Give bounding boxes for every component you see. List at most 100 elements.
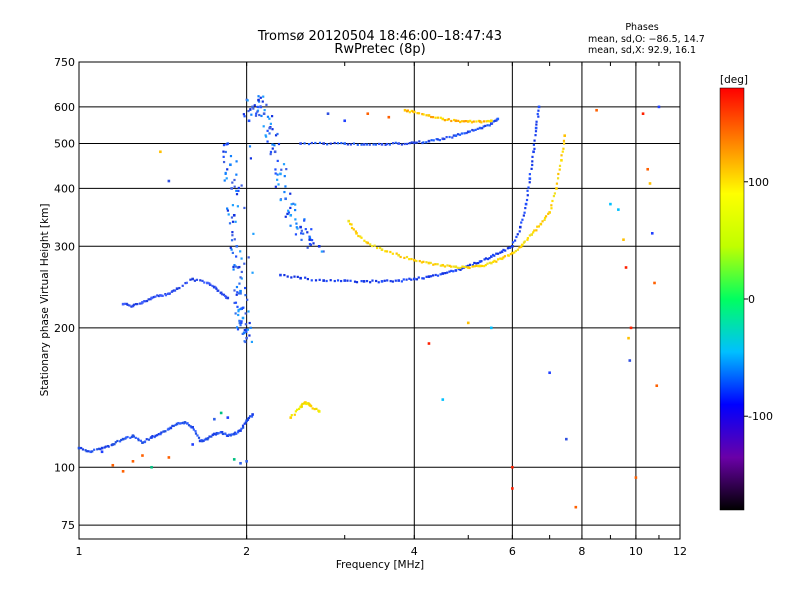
data-point	[532, 231, 535, 234]
data-point	[518, 230, 521, 233]
data-point	[147, 438, 151, 441]
data-point	[265, 103, 268, 106]
data-point	[391, 280, 394, 283]
data-point	[595, 108, 598, 112]
data-point	[415, 141, 418, 144]
data-point	[243, 340, 246, 343]
data-point	[302, 232, 305, 235]
data-point	[266, 129, 269, 132]
data-point	[430, 115, 433, 119]
data-point	[268, 117, 271, 120]
data-point	[447, 118, 450, 121]
data-point	[139, 439, 142, 442]
data-point	[629, 326, 633, 330]
data-point	[478, 260, 482, 263]
data-point	[232, 432, 236, 436]
data-point	[410, 257, 413, 261]
data-point	[296, 227, 299, 230]
data-point	[199, 279, 202, 282]
data-point	[241, 424, 245, 427]
data-point	[561, 150, 564, 153]
data-point	[452, 134, 455, 137]
data-point	[113, 443, 116, 446]
data-point	[256, 110, 259, 113]
data-point	[417, 276, 420, 279]
data-point	[224, 150, 227, 154]
data-point	[279, 273, 282, 277]
data-point	[157, 433, 160, 436]
data-point	[301, 402, 304, 406]
data-point	[534, 126, 538, 130]
data-point	[531, 163, 534, 167]
data-point	[96, 448, 99, 451]
data-point	[222, 293, 226, 296]
data-point	[329, 142, 332, 145]
data-point	[320, 250, 323, 253]
data-point	[574, 505, 578, 509]
data-point	[285, 168, 288, 171]
data-point	[129, 436, 132, 439]
data-point	[412, 277, 416, 281]
series-f2-trace-o-	[279, 105, 541, 284]
data-point	[528, 234, 531, 237]
data-point	[533, 139, 536, 142]
data-point	[415, 278, 419, 281]
data-point	[526, 194, 529, 197]
data-point	[201, 440, 204, 443]
data-point	[276, 173, 279, 176]
data-point	[511, 251, 514, 255]
data-point	[295, 226, 298, 229]
data-point	[235, 285, 239, 289]
data-point	[181, 284, 184, 287]
data-point	[472, 120, 475, 123]
data-point	[412, 258, 416, 262]
x-tick-label: 8	[578, 545, 585, 558]
data-point	[516, 233, 519, 236]
data-point	[495, 252, 498, 255]
data-point	[257, 98, 260, 101]
data-point	[526, 238, 529, 241]
data-point	[408, 258, 411, 261]
data-point	[372, 143, 375, 146]
data-point	[421, 141, 424, 145]
data-point	[169, 427, 173, 430]
data-point	[248, 321, 251, 325]
data-point	[400, 280, 403, 283]
data-point	[425, 141, 428, 144]
data-point	[238, 322, 241, 325]
data-point	[145, 438, 148, 441]
data-point	[463, 132, 466, 135]
data-point	[406, 109, 410, 112]
data-point	[366, 241, 370, 245]
data-point	[317, 410, 321, 413]
data-point	[471, 263, 475, 267]
data-point	[374, 143, 378, 146]
data-point	[213, 432, 216, 436]
data-point	[418, 259, 421, 263]
data-point	[648, 182, 652, 185]
series-es-scatter-low	[100, 411, 248, 473]
data-point	[240, 257, 243, 260]
data-point	[617, 208, 620, 211]
data-point	[445, 135, 448, 139]
data-point	[183, 421, 187, 424]
data-point	[287, 211, 291, 214]
data-point	[432, 139, 435, 142]
data-point	[356, 143, 359, 146]
data-point	[405, 278, 408, 281]
data-point	[427, 275, 431, 278]
data-point	[555, 182, 559, 185]
colorbar-label: [deg]	[720, 74, 748, 86]
data-point	[493, 259, 496, 262]
data-point	[130, 305, 133, 308]
data-point	[504, 249, 507, 252]
x-tick-label: 10	[629, 545, 643, 558]
data-point	[251, 413, 254, 416]
data-point	[232, 265, 235, 269]
data-point	[189, 278, 192, 281]
data-point	[514, 249, 517, 253]
data-point	[192, 428, 195, 431]
data-point	[360, 236, 363, 239]
data-point	[167, 179, 171, 183]
series-multi-hop-echo-o-	[299, 117, 500, 147]
